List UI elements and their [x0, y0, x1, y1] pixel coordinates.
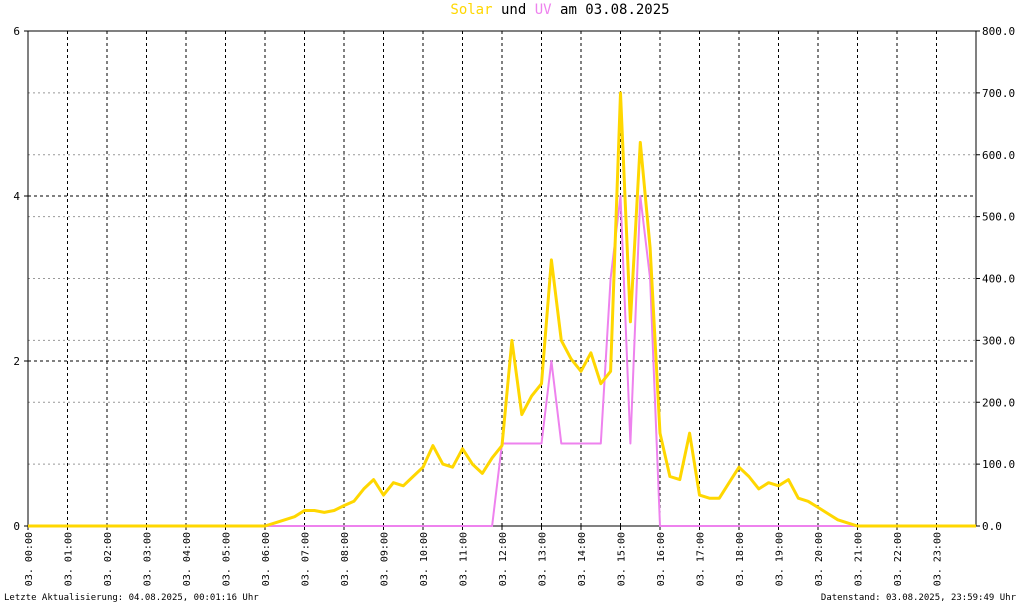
x-tick-label: 03. 12:00 — [498, 532, 509, 586]
x-tick-label: 03. 10:00 — [419, 532, 430, 586]
y2-tick-label: 600.0 — [982, 149, 1015, 162]
x-tick-label: 03. 00:00 — [24, 532, 35, 586]
y-tick-label: 6 — [13, 25, 20, 38]
x-tick-label: 03. 23:00 — [933, 532, 944, 586]
x-tick-label: 03. 20:00 — [814, 532, 825, 586]
chart-title: Solar und UV am 03.08.2025 — [450, 2, 669, 18]
x-tick-label: 03. 18:00 — [735, 532, 746, 586]
title-series: Solar — [450, 2, 492, 18]
y2-tick-label: 0.0 — [982, 520, 1002, 533]
title-suffix: am 03.08.2025 — [560, 2, 670, 18]
footer-left: Letzte Aktualisierung: 04.08.2025, 00:01… — [4, 593, 259, 603]
x-tick-label: 03. 07:00 — [301, 532, 312, 586]
y2-tick-label: 500.0 — [982, 211, 1015, 224]
x-tick-label: 03. 08:00 — [340, 532, 351, 586]
y-tick-label: 0 — [13, 520, 20, 533]
y-tick-label: 2 — [13, 355, 20, 368]
y2-tick-label: 700.0 — [982, 87, 1015, 100]
x-tick-label: 03. 03:00 — [143, 532, 154, 586]
y2-tick-label: 800.0 — [982, 25, 1015, 38]
x-tick-label: 03. 19:00 — [775, 532, 786, 586]
x-tick-label: 03. 14:00 — [577, 532, 588, 586]
x-tick-label: 03. 05:00 — [222, 532, 233, 586]
x-tick-label: 03. 15:00 — [617, 532, 628, 586]
y2-tick-label: 200.0 — [982, 396, 1015, 409]
x-tick-label: 03. 09:00 — [380, 532, 391, 586]
x-tick-label: 03. 16:00 — [656, 532, 667, 586]
y2-tick-label: 400.0 — [982, 273, 1015, 286]
series-line — [28, 91, 976, 528]
x-tick-label: 03. 02:00 — [103, 532, 114, 586]
footer-right: Datenstand: 03.08.2025, 23:59:49 Uhr — [821, 593, 1017, 603]
x-tick-label: 03. 22:00 — [893, 532, 904, 586]
x-tick-label: 03. 04:00 — [182, 532, 193, 586]
x-tick-label: 03. 21:00 — [854, 532, 865, 586]
y-tick-label: 4 — [13, 190, 20, 203]
x-tick-label: 03. 01:00 — [64, 532, 75, 586]
x-tick-label: 03. 06:00 — [261, 532, 272, 586]
y2-tick-label: 100.0 — [982, 458, 1015, 471]
x-tick-label: 03. 17:00 — [696, 532, 707, 586]
y2-tick-label: 300.0 — [982, 334, 1015, 347]
title-joiner: und — [501, 2, 526, 18]
x-tick-label: 03. 13:00 — [538, 532, 549, 586]
title-series: UV — [535, 2, 552, 18]
x-tick-label: 03. 11:00 — [459, 532, 470, 586]
plot-frame — [27, 30, 977, 527]
